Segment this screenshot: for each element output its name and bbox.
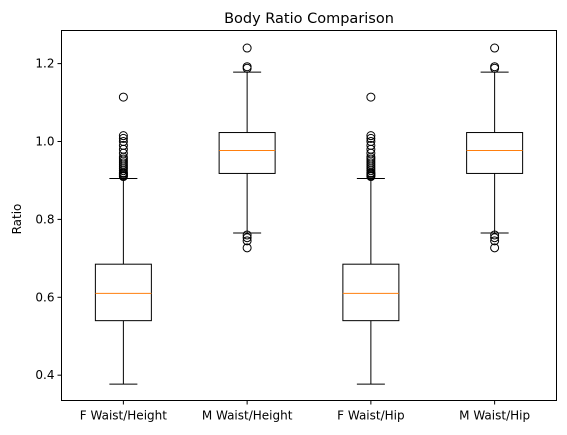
x-tick-label: F Waist/Hip — [337, 409, 404, 423]
outlier-point — [118, 137, 128, 146]
outlier-point — [366, 133, 376, 143]
outlier-point — [366, 140, 376, 150]
box-4 — [466, 43, 524, 253]
outlier-point — [242, 62, 252, 72]
plot-area — [94, 43, 524, 385]
outlier-point — [490, 243, 500, 253]
outlier-point — [490, 43, 500, 53]
x-tick-label: F Waist/Height — [80, 409, 167, 423]
outlier-point — [242, 233, 252, 243]
outlier-point — [118, 92, 128, 102]
outlier-point — [490, 233, 500, 243]
outlier-point — [490, 230, 500, 240]
iqr-box — [466, 132, 524, 174]
y-tick-label: 0.4 — [35, 368, 54, 382]
axes-frame — [61, 30, 557, 401]
x-tick-label: M Waist/Height — [202, 409, 293, 423]
outlier-point — [366, 92, 376, 102]
outlier-point — [242, 236, 252, 246]
y-tick-label: 1.0 — [35, 135, 54, 149]
outlier-point — [490, 236, 500, 246]
outlier-point — [118, 140, 128, 150]
y-axis-label: Ratio — [10, 204, 24, 235]
iqr-box — [94, 263, 152, 322]
outlier-point — [366, 137, 376, 146]
chart-title: Body Ratio Comparison — [224, 11, 394, 27]
outlier-point — [242, 43, 252, 53]
outlier-point — [118, 133, 128, 143]
outlier-point — [490, 62, 500, 72]
x-axis: F Waist/Height M Waist/Height F Waist/Hip M… — [80, 400, 530, 423]
y-tick-label: 1.2 — [35, 57, 54, 71]
outlier-point — [242, 230, 252, 240]
outlier-point — [242, 243, 252, 253]
y-tick-label: 0.6 — [35, 290, 54, 304]
box-2 — [218, 43, 276, 253]
y-axis: 0.4 0.6 0.8 1.0 1.2 — [35, 57, 62, 382]
x-tick-label: M Waist/Hip — [459, 409, 530, 423]
y-tick-label: 0.8 — [35, 212, 54, 226]
iqr-box — [218, 132, 276, 174]
box-3 — [342, 92, 400, 385]
iqr-box — [342, 263, 400, 322]
outlier-point — [366, 131, 376, 141]
box-1 — [94, 92, 152, 385]
outlier-point — [118, 131, 128, 141]
